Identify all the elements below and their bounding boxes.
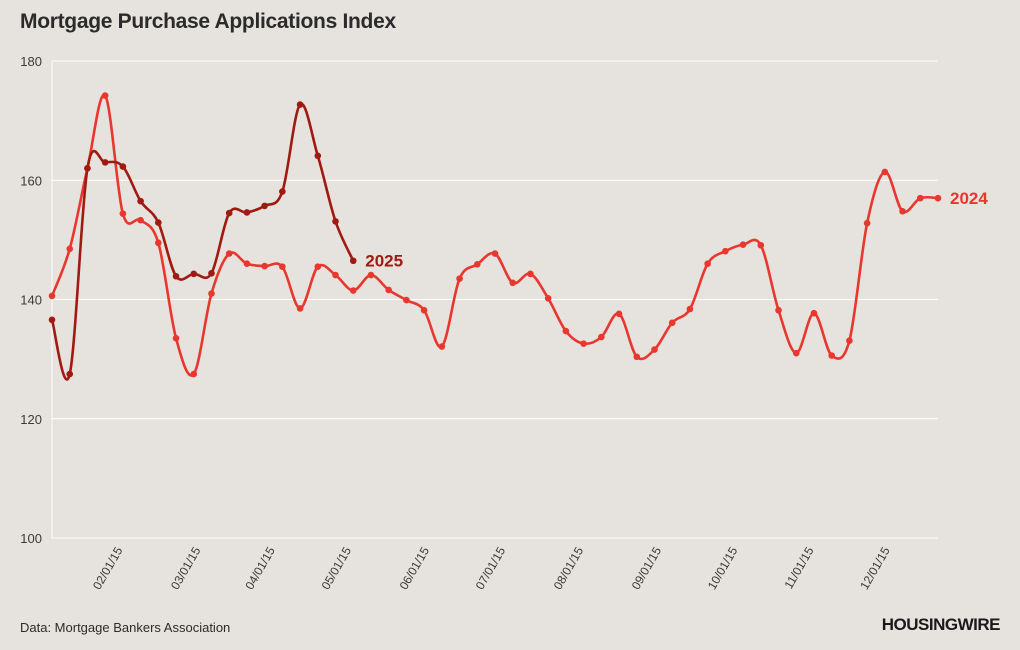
axis: 100 120 140 160 180 02/01/15 03/01/15 04/01/15 0… — [20, 54, 893, 592]
data-point-2024 — [934, 194, 942, 202]
data-point-2024 — [208, 290, 215, 297]
x-tick-label: 12/01/15 — [857, 544, 893, 592]
data-point-2024 — [296, 305, 304, 312]
data-point-2025 — [137, 197, 144, 205]
data-point-2025 — [225, 209, 233, 217]
data-point-2024 — [828, 352, 835, 359]
data-point-2025 — [243, 209, 251, 216]
data-point-2025 — [172, 272, 180, 280]
data-point-2024 — [243, 260, 251, 268]
data-point-2024 — [456, 275, 463, 282]
data-point-2024 — [385, 286, 392, 294]
data-point-2025 — [84, 165, 91, 172]
x-tick-label: 05/01/15 — [319, 544, 355, 592]
data-point-2024 — [473, 261, 481, 268]
data-point-2024 — [332, 271, 339, 279]
data-point-2024 — [598, 333, 605, 341]
data-point-2025 — [155, 219, 162, 226]
x-tick-label: 07/01/15 — [473, 544, 509, 592]
data-point-2024 — [509, 279, 517, 287]
data-point-2024 — [119, 210, 127, 217]
data-point-2024 — [172, 334, 180, 342]
data-point-2024 — [651, 346, 658, 353]
data-point-2024 — [792, 349, 800, 357]
x-tick-label: 04/01/15 — [242, 544, 278, 592]
x-tick-label: 03/01/15 — [168, 544, 204, 592]
x-tick-label: 09/01/15 — [629, 544, 665, 592]
data-point-2024 — [775, 306, 782, 314]
data-point-2024 — [403, 296, 410, 304]
data-point-2024 — [846, 337, 853, 344]
data-point-2024 — [757, 241, 765, 249]
y-tick-label: 180 — [20, 54, 42, 69]
data-point-2024 — [722, 247, 729, 255]
data-point-2024 — [349, 287, 357, 294]
data-point-2025 — [190, 270, 198, 278]
data-point-2024 — [916, 194, 924, 202]
data-point-2024 — [633, 353, 641, 361]
y-tick-label: 140 — [20, 293, 42, 308]
series-labels: 2024 2025 — [365, 189, 988, 271]
data-point-2025 — [48, 316, 56, 324]
data-point-2024 — [615, 310, 623, 318]
data-point-2024 — [668, 319, 676, 327]
series-label-2024: 2024 — [950, 189, 988, 208]
data-point-2025 — [101, 159, 109, 166]
x-tick-label: 02/01/15 — [90, 544, 126, 592]
data-point-2024 — [491, 250, 499, 257]
x-tick-label: 06/01/15 — [397, 544, 433, 592]
chart-title: Mortgage Purchase Applications Index — [20, 10, 396, 33]
data-point-2025 — [296, 101, 304, 108]
data-point-2025 — [279, 188, 286, 195]
data-point-2025 — [261, 202, 268, 210]
y-tick-label: 160 — [20, 173, 42, 188]
source-note: Data: Mortgage Bankers Association — [20, 620, 231, 635]
brand-logo: HOUSINGWIRE — [881, 615, 1001, 634]
data-point-2024 — [739, 241, 747, 248]
data-point-2024 — [704, 260, 711, 268]
grid — [51, 60, 938, 539]
data-point-2025 — [349, 257, 357, 265]
data-point-2024 — [261, 262, 268, 270]
data-point-2024 — [438, 343, 446, 350]
data-point-2024 — [137, 216, 144, 224]
data-point-2024 — [155, 239, 162, 247]
data-point-2024 — [279, 263, 286, 271]
data-point-2024 — [367, 271, 375, 279]
data-point-2024 — [527, 270, 534, 278]
data-point-2024 — [190, 370, 198, 378]
data-point-2025 — [66, 370, 74, 378]
data-point-2024 — [314, 263, 322, 271]
data-point-2024 — [544, 295, 552, 302]
data-point-2024 — [101, 92, 109, 99]
data-point-2025 — [332, 218, 339, 225]
series-lines — [48, 92, 942, 381]
x-tick-label: 11/01/15 — [782, 544, 817, 591]
y-tick-label: 100 — [20, 531, 42, 546]
series-label-2025: 2025 — [365, 252, 403, 271]
data-point-2024 — [810, 309, 818, 317]
data-point-2024 — [420, 306, 428, 314]
data-point-2024 — [580, 340, 587, 347]
y-tick-label: 120 — [20, 412, 42, 427]
data-point-2024 — [562, 327, 570, 335]
data-point-2024 — [66, 245, 74, 253]
data-point-2024 — [48, 292, 56, 300]
data-point-2024 — [899, 207, 906, 215]
data-point-2025 — [119, 163, 127, 170]
x-tick-label: 08/01/15 — [551, 544, 587, 592]
data-point-2024 — [225, 250, 233, 257]
series-line-2024 — [50, 93, 940, 377]
data-point-2025 — [208, 269, 215, 277]
data-point-2024 — [881, 168, 889, 176]
x-tick-label: 10/01/15 — [705, 544, 741, 592]
data-point-2024 — [686, 305, 694, 313]
data-point-2024 — [863, 219, 871, 227]
data-point-2025 — [314, 152, 322, 160]
